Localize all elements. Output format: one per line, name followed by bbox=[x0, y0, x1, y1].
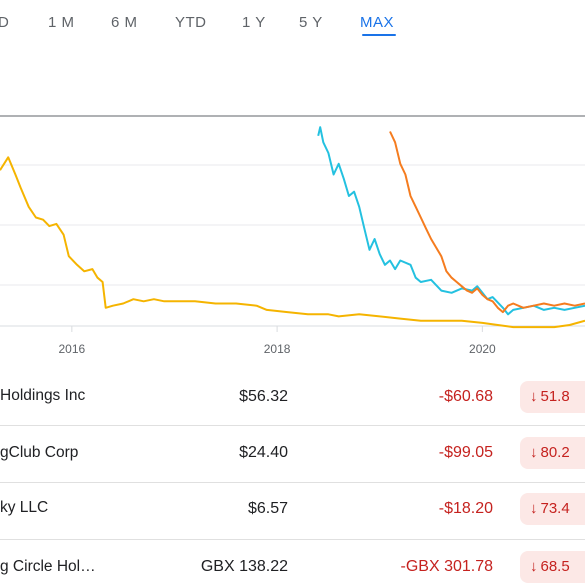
time-range-tabs: D 1 M 6 M YTD 1 Y 5 Y MAX bbox=[0, 0, 585, 50]
arrow-down-icon: ↓ bbox=[530, 500, 538, 517]
stock-name: ky LLC bbox=[0, 499, 49, 516]
price-change: -$18.20 bbox=[438, 500, 493, 517]
table-row[interactable]: ky LLC $6.57 -$18.20 ↓ 73.4 bbox=[0, 482, 585, 539]
arrow-down-icon: ↓ bbox=[530, 558, 538, 575]
comparison-chart[interactable]: 2016 2018 2020 bbox=[0, 50, 585, 365]
x-tick-label: 2016 bbox=[58, 342, 85, 356]
price-change: -GBX 301.78 bbox=[400, 558, 494, 575]
tab-5y[interactable]: 5 Y bbox=[299, 14, 323, 31]
row-divider bbox=[0, 539, 585, 540]
stock-price: GBX 138.22 bbox=[200, 558, 288, 575]
stock-price: $24.40 bbox=[239, 444, 288, 461]
row-divider bbox=[0, 425, 585, 426]
stock-price: $56.32 bbox=[239, 388, 288, 405]
arrow-down-icon: ↓ bbox=[530, 388, 538, 405]
stock-price: $6.57 bbox=[247, 500, 288, 517]
percent-change-value: 73.4 bbox=[540, 500, 570, 517]
series-line-2 bbox=[389, 131, 585, 314]
stock-name: Holdings Inc bbox=[0, 387, 86, 404]
stock-name: gClub Corp bbox=[0, 444, 79, 461]
percent-change-value: 68.5 bbox=[540, 558, 570, 575]
x-tick-label: 2018 bbox=[264, 342, 291, 356]
percent-change-badge: ↓ 73.4 bbox=[520, 493, 585, 525]
series-line-0 bbox=[0, 156, 585, 329]
percent-change-badge: ↓ 68.5 bbox=[520, 551, 585, 583]
price-change: -$99.05 bbox=[438, 444, 493, 461]
row-divider bbox=[0, 482, 585, 483]
arrow-down-icon: ↓ bbox=[530, 444, 538, 461]
percent-change-value: 51.8 bbox=[540, 388, 570, 405]
stock-name: g Circle Hol… bbox=[0, 558, 96, 575]
table-row[interactable]: gClub Corp $24.40 -$99.05 ↓ 80.2 bbox=[0, 425, 585, 482]
table-row[interactable]: g Circle Hol… GBX 138.22 -GBX 301.78 ↓ 68… bbox=[0, 539, 585, 585]
percent-change-badge: ↓ 51.8 bbox=[520, 381, 585, 413]
series-line-1 bbox=[317, 126, 585, 316]
active-tab-underline bbox=[362, 34, 396, 36]
tab-6m[interactable]: 6 M bbox=[111, 14, 138, 31]
chart-svg: 2016 2018 2020 bbox=[0, 115, 585, 356]
x-tick-label: 2020 bbox=[469, 342, 496, 356]
table-row[interactable]: Holdings Inc $56.32 -$60.68 ↓ 51.8 bbox=[0, 368, 585, 425]
tab-1m[interactable]: 1 M bbox=[48, 14, 75, 31]
tab-max[interactable]: MAX bbox=[360, 14, 395, 31]
percent-change-badge: ↓ 80.2 bbox=[520, 437, 585, 469]
percent-change-value: 80.2 bbox=[540, 444, 570, 461]
tab-1y[interactable]: 1 Y bbox=[242, 14, 266, 31]
tab-ytd[interactable]: YTD bbox=[175, 14, 207, 31]
price-change: -$60.68 bbox=[438, 388, 493, 405]
tab-1d[interactable]: D bbox=[0, 14, 10, 31]
